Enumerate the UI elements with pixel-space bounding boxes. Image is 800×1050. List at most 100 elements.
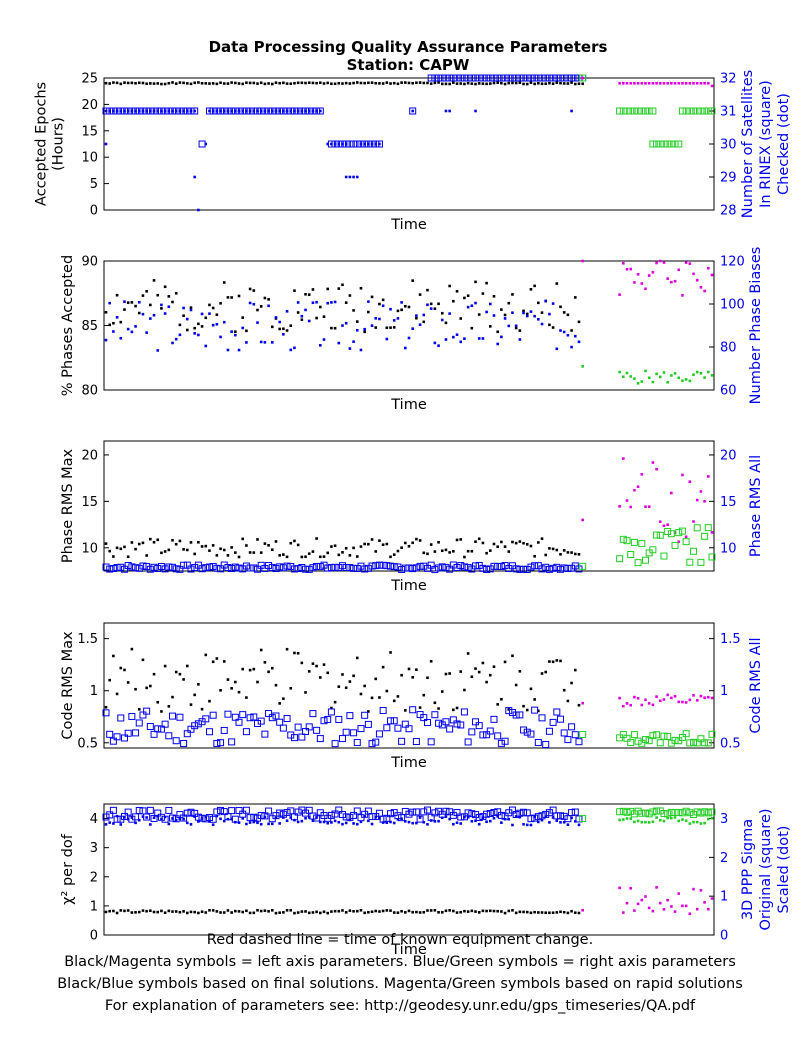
data-point	[492, 314, 496, 317]
data-point	[145, 686, 148, 690]
data-point	[174, 818, 178, 822]
data-point	[267, 822, 270, 826]
data-point	[278, 911, 281, 914]
data-point	[104, 542, 108, 545]
data-point	[220, 726, 228, 734]
data-point	[573, 820, 577, 823]
data-point	[496, 81, 499, 85]
data-point	[636, 902, 640, 906]
data-point	[337, 142, 341, 146]
data-point	[285, 329, 289, 332]
data-point	[470, 819, 474, 823]
data-point	[488, 819, 492, 823]
data-point	[485, 551, 488, 555]
data-point	[666, 816, 669, 820]
data-point	[466, 305, 470, 309]
data-point	[472, 74, 480, 82]
data-point	[647, 906, 651, 910]
data-point	[514, 815, 518, 818]
data-point	[440, 82, 444, 86]
data-point	[426, 288, 429, 292]
data-point	[440, 816, 444, 820]
data-point	[512, 565, 520, 573]
data-point	[559, 305, 562, 309]
data-point	[479, 813, 487, 821]
data-point	[481, 82, 485, 85]
data-point	[285, 647, 289, 651]
data-point	[219, 301, 222, 305]
data-point	[367, 300, 370, 303]
data-point	[460, 74, 468, 82]
data-point	[367, 819, 370, 823]
left-axis-label: Accepted Epochs	[34, 82, 50, 206]
data-point	[677, 268, 681, 272]
data-point	[440, 910, 444, 914]
data-point	[474, 819, 477, 823]
data-point	[226, 109, 230, 113]
data-point	[570, 816, 573, 820]
data-point	[710, 84, 714, 88]
data-point	[342, 813, 350, 821]
data-point	[651, 271, 655, 274]
data-point	[245, 822, 248, 826]
data-point	[508, 709, 516, 717]
data-point	[446, 808, 454, 816]
data-point	[533, 815, 536, 818]
data-point	[176, 713, 184, 721]
data-point	[503, 317, 507, 320]
data-point	[670, 280, 673, 284]
data-point	[222, 281, 226, 284]
data-point	[208, 699, 211, 703]
data-point	[581, 76, 584, 80]
data-point	[209, 562, 217, 570]
data-point	[568, 564, 576, 572]
data-point	[305, 565, 313, 573]
data-point	[307, 816, 311, 819]
data-point	[150, 730, 158, 738]
data-point	[370, 81, 374, 85]
data-point	[337, 81, 341, 85]
data-point	[488, 325, 492, 328]
data-point	[660, 140, 668, 148]
data-point	[500, 81, 503, 85]
data-point	[688, 698, 692, 702]
data-point	[577, 703, 581, 707]
data-point	[629, 375, 633, 378]
data-point	[137, 818, 141, 822]
data-point	[636, 81, 640, 85]
data-point	[330, 301, 333, 304]
data-point	[444, 321, 448, 325]
data-point	[618, 370, 621, 374]
data-point	[438, 74, 446, 82]
data-point	[529, 288, 533, 291]
data-point	[468, 728, 476, 736]
data-point	[104, 109, 108, 113]
data-point	[671, 736, 679, 744]
data-point	[139, 807, 147, 815]
data-point	[518, 81, 522, 85]
left-axis-label: (Hours)	[51, 117, 67, 171]
data-point	[407, 336, 411, 340]
data-point	[364, 807, 372, 815]
data-point	[197, 540, 200, 544]
data-point	[348, 347, 352, 350]
data-point	[692, 373, 695, 377]
data-point	[132, 813, 140, 821]
data-point	[182, 910, 185, 913]
data-point	[145, 109, 148, 113]
data-point	[287, 563, 295, 571]
data-point	[411, 279, 414, 282]
data-point	[300, 81, 304, 85]
data-point	[385, 821, 389, 825]
data-point	[104, 142, 108, 146]
data-point	[102, 709, 110, 717]
data-point	[684, 819, 688, 823]
data-point	[256, 680, 259, 684]
data-point	[330, 706, 333, 710]
data-point	[197, 208, 200, 212]
data-point	[193, 175, 196, 179]
left-tick-label: 2	[90, 870, 98, 885]
data-point	[272, 712, 280, 720]
data-point	[693, 808, 701, 816]
data-point	[313, 726, 321, 734]
